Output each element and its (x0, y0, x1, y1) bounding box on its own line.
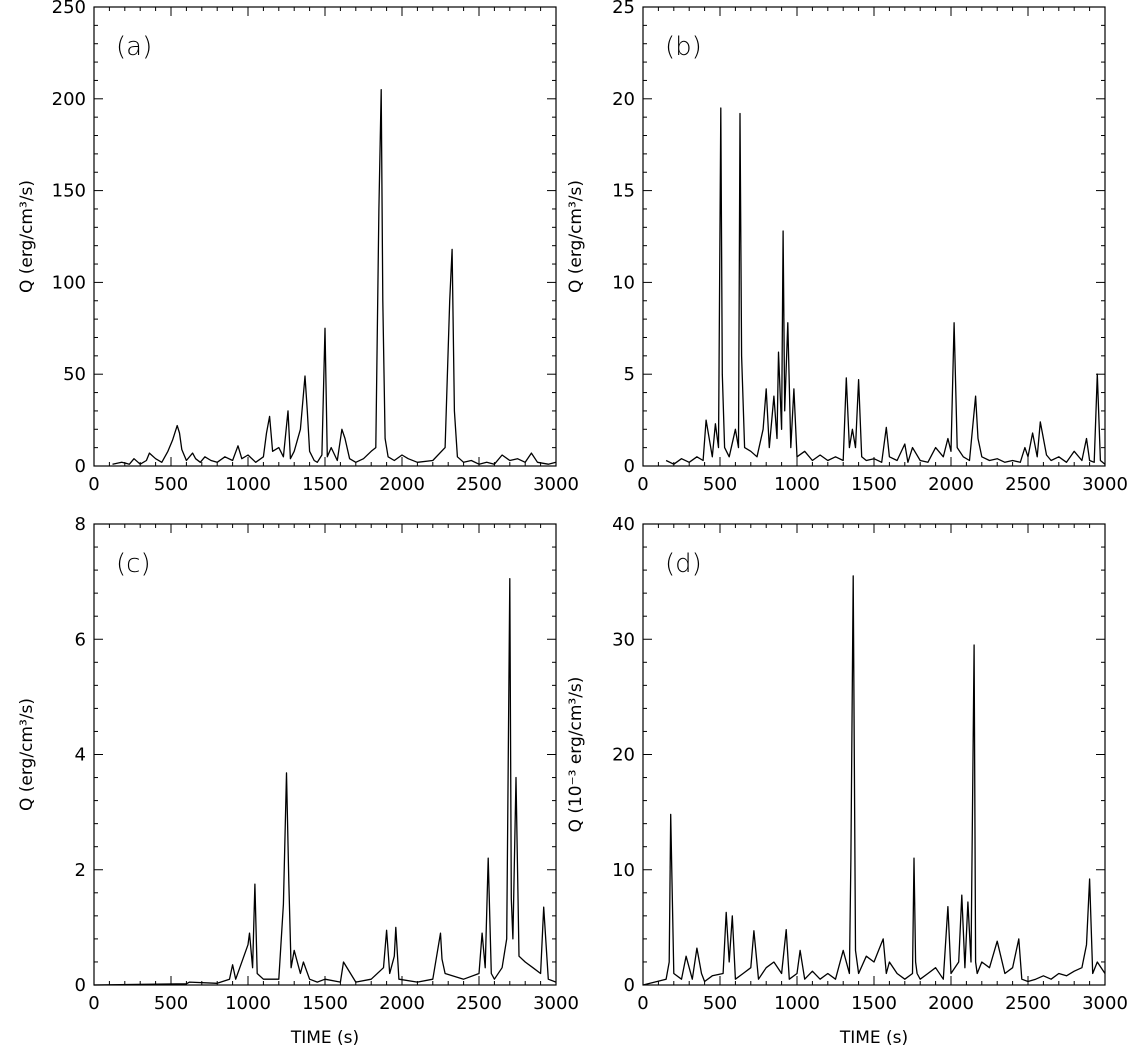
y-axis-title: Q (erg/cm³/s) (566, 180, 586, 293)
y-tick-label: 0 (624, 975, 635, 996)
x-tick-label: 1000 (225, 474, 271, 495)
y-tick-label: 250 (52, 0, 86, 18)
y-tick-label: 0 (75, 456, 86, 477)
x-tick-label: 0 (637, 474, 648, 495)
y-tick-label: 100 (52, 272, 86, 293)
y-axis-title: Q (erg/cm³/s) (17, 180, 37, 293)
x-tick-label: 1500 (851, 993, 897, 1014)
panel-b: 0 500 1000 1500 2000 2500 3000 0 5 10 15 20 25 Q (erg… (566, 0, 1128, 495)
x-axis-title: TIME (s) (290, 1028, 359, 1048)
series-line (93, 578, 557, 986)
x-axis-title: TIME (s) (839, 1028, 908, 1048)
series-line (665, 107, 1106, 465)
y-tick-label: 2 (75, 860, 86, 881)
x-tick-label: 2500 (456, 993, 502, 1014)
x-tick-label: 3000 (1082, 474, 1128, 495)
x-tick-label: 3000 (533, 474, 579, 495)
x-tick-label: 0 (88, 474, 99, 495)
y-tick-label: 30 (612, 629, 635, 650)
x-tick-label: 2000 (928, 474, 974, 495)
x-tick-label: 2000 (379, 993, 425, 1014)
x-tick-label: 1500 (302, 993, 348, 1014)
series-line (112, 88, 557, 465)
y-tick-label: 8 (75, 514, 86, 535)
series-line (642, 575, 1106, 986)
x-tick-label: 500 (703, 474, 737, 495)
y-tick-label: 4 (75, 745, 86, 766)
y-tick-label: 10 (612, 860, 635, 881)
y-axis-title: Q (erg/cm³/s) (17, 698, 37, 811)
y-tick-label: 0 (624, 456, 635, 477)
y-tick-label: 10 (612, 272, 635, 293)
plot-frame (642, 6, 1106, 467)
x-tick-label: 2000 (928, 993, 974, 1014)
x-tick-label: 0 (637, 993, 648, 1014)
x-tick-label: 2000 (379, 474, 425, 495)
x-tick-label: 1000 (225, 993, 271, 1014)
y-tick-label: 20 (612, 89, 635, 110)
x-tick-label: 1000 (774, 993, 820, 1014)
panel-label: (d) (665, 549, 702, 579)
panel-label: (b) (665, 32, 702, 62)
y-tick-label: 5 (624, 364, 635, 385)
y-tick-label: 25 (612, 0, 635, 18)
x-tick-label: 500 (154, 993, 188, 1014)
x-tick-label: 1000 (774, 474, 820, 495)
x-tick-label: 0 (88, 993, 99, 1014)
x-tick-label: 2500 (1005, 474, 1051, 495)
x-tick-label: 1500 (302, 474, 348, 495)
x-tick-label: 3000 (533, 993, 579, 1014)
y-tick-label: 20 (612, 745, 635, 766)
panel-c: 0 500 1000 1500 2000 2500 3000 0 2 4 6 8 Q (erg/cm³/… (17, 514, 579, 1048)
x-tick-label: 500 (154, 474, 188, 495)
panel-label: (c) (116, 549, 151, 579)
y-tick-label: 15 (612, 181, 635, 202)
y-tick-label: 200 (52, 89, 86, 110)
x-tick-label: 1500 (851, 474, 897, 495)
panel-d: 0 500 1000 1500 2000 2500 3000 0 10 20 30 40 Q (10⁻³… (566, 514, 1128, 1048)
x-tick-label: 2500 (456, 474, 502, 495)
y-axis-title: Q (10⁻³ erg/cm³/s) (566, 677, 586, 833)
x-tick-label: 3000 (1082, 993, 1128, 1014)
y-tick-label: 50 (63, 364, 86, 385)
plot-frame (93, 6, 557, 467)
x-tick-label: 2500 (1005, 993, 1051, 1014)
panel-a: 0 500 1000 1500 2000 2500 3000 0 50 100 150 200 250 Q… (17, 0, 579, 495)
y-tick-label: 150 (52, 181, 86, 202)
plot-frame (642, 523, 1106, 986)
y-tick-label: 0 (75, 975, 86, 996)
y-tick-label: 6 (75, 629, 86, 650)
panel-label: (a) (116, 32, 152, 62)
x-tick-label: 500 (703, 993, 737, 1014)
y-tick-label: 40 (612, 514, 635, 535)
